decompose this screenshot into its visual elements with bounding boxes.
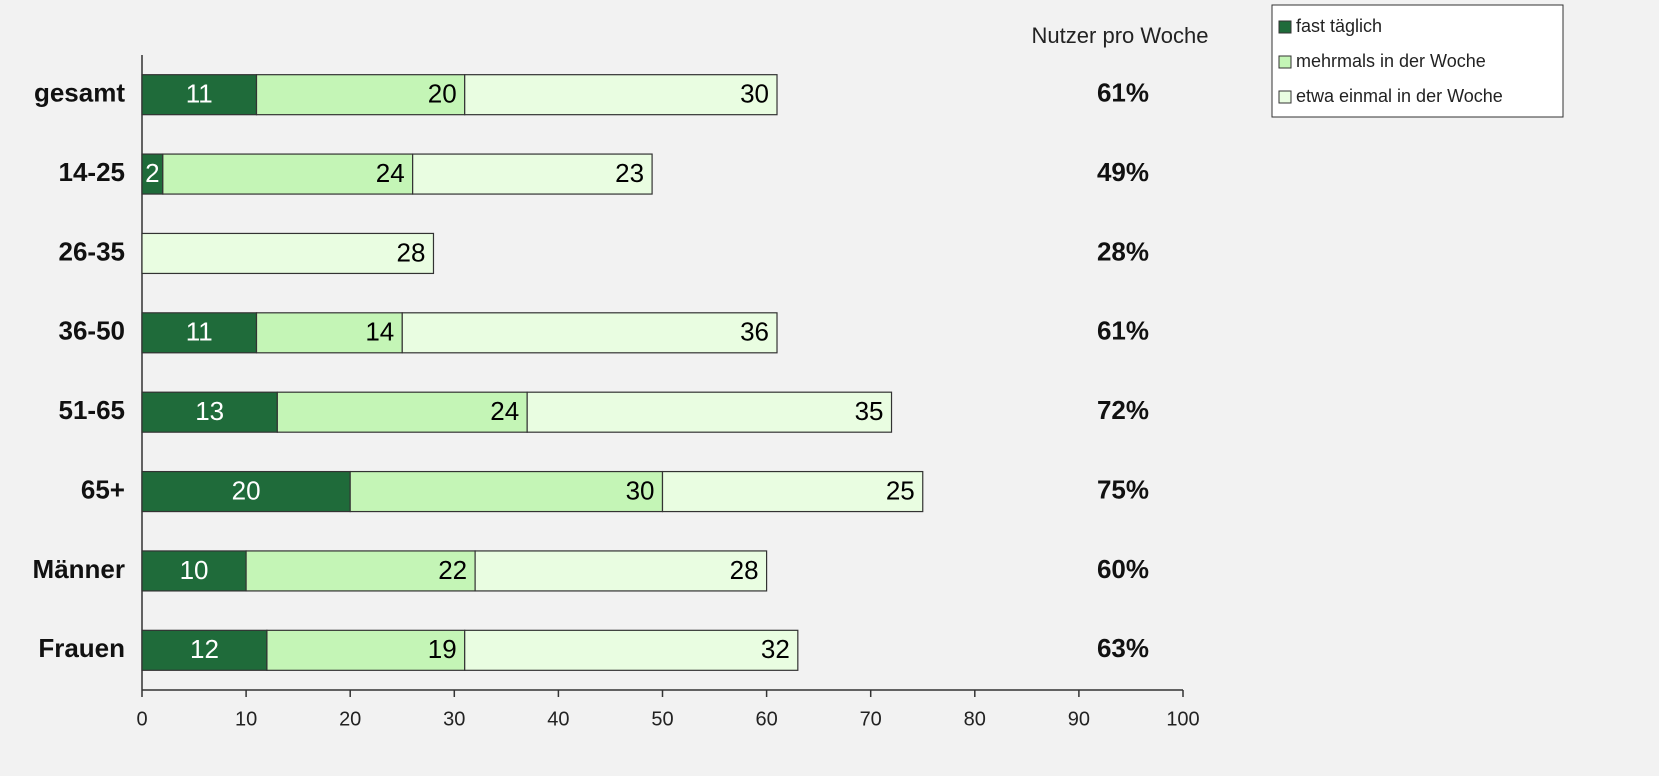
total-label: 60%	[1097, 554, 1149, 584]
total-label: 61%	[1097, 78, 1149, 108]
data-label: 28	[730, 555, 759, 585]
data-label: 32	[761, 634, 790, 664]
bar-segment	[141, 470, 351, 513]
data-label: 19	[428, 634, 457, 664]
legend-label: etwa einmal in der Woche	[1296, 86, 1503, 106]
category-label: 14-25	[59, 157, 126, 187]
total-label: 72%	[1097, 395, 1149, 425]
category-label: 36-50	[59, 316, 126, 346]
data-label: 23	[615, 158, 644, 188]
x-tick-label: 50	[651, 708, 673, 730]
x-tick-label: 40	[547, 708, 569, 730]
bar-segment	[141, 74, 258, 116]
data-label: 28	[397, 237, 426, 267]
data-label: 30	[740, 79, 769, 109]
data-label: 20	[232, 475, 261, 505]
category-label: 65+	[81, 474, 125, 504]
bar-segment	[255, 74, 466, 116]
data-label: 35	[855, 396, 884, 426]
data-label: 20	[428, 79, 457, 109]
bar-segment	[412, 153, 653, 195]
bar-segment	[255, 312, 403, 354]
data-label: 13	[195, 396, 224, 426]
data-label: 24	[490, 396, 519, 426]
total-label: 63%	[1097, 633, 1149, 663]
data-label: 2	[145, 158, 159, 188]
legend-swatch	[1278, 90, 1292, 104]
data-label: 30	[626, 475, 655, 505]
x-tick-label: 20	[339, 708, 361, 730]
category-label: 51-65	[59, 395, 126, 425]
category-label: Frauen	[38, 633, 125, 663]
data-label: 12	[190, 634, 219, 664]
bar-segment	[661, 470, 924, 513]
x-tick-label: 70	[860, 708, 882, 730]
legend-label: mehrmals in der Woche	[1296, 51, 1486, 71]
data-label: 10	[180, 555, 209, 585]
x-tick-label: 10	[235, 708, 257, 730]
x-tick-label: 0	[136, 708, 147, 730]
bar-segment	[464, 74, 778, 116]
x-tick-label: 100	[1166, 708, 1199, 730]
legend-swatch	[1278, 55, 1292, 69]
bar-segment	[464, 629, 799, 671]
bar-segment	[276, 391, 528, 433]
bar-segment	[474, 550, 768, 592]
data-label: 24	[376, 158, 405, 188]
x-tick-label: 90	[1068, 708, 1090, 730]
totals-title: Nutzer pro Woche	[1032, 23, 1209, 48]
bar-segment	[349, 470, 664, 513]
x-tick-label: 30	[443, 708, 465, 730]
category-label: 26-35	[59, 236, 126, 266]
total-label: 61%	[1097, 316, 1149, 346]
legend-swatch	[1278, 20, 1292, 34]
category-label: gesamt	[34, 78, 125, 108]
data-label: 36	[740, 317, 769, 347]
data-label: 11	[186, 317, 213, 347]
bar-segment	[162, 153, 414, 195]
bar-segment	[245, 550, 476, 592]
data-label: 25	[886, 475, 915, 505]
bar-segment	[141, 550, 247, 592]
legend-box	[1271, 4, 1564, 118]
x-tick-label: 80	[964, 708, 986, 730]
bar-segment	[141, 312, 258, 354]
data-label: 14	[365, 317, 394, 347]
total-label: 75%	[1097, 474, 1149, 504]
total-label: 49%	[1097, 157, 1149, 187]
bar-segment	[526, 391, 893, 433]
x-tick-label: 60	[755, 708, 777, 730]
bar-segment	[401, 312, 778, 354]
bar-segment	[141, 391, 278, 433]
total-label: 28%	[1097, 236, 1149, 266]
legend-label: fast täglich	[1296, 16, 1382, 36]
data-label: 22	[438, 555, 467, 585]
category-label: Männer	[33, 554, 125, 584]
data-label: 11	[186, 79, 213, 109]
bar-segment	[141, 232, 435, 275]
